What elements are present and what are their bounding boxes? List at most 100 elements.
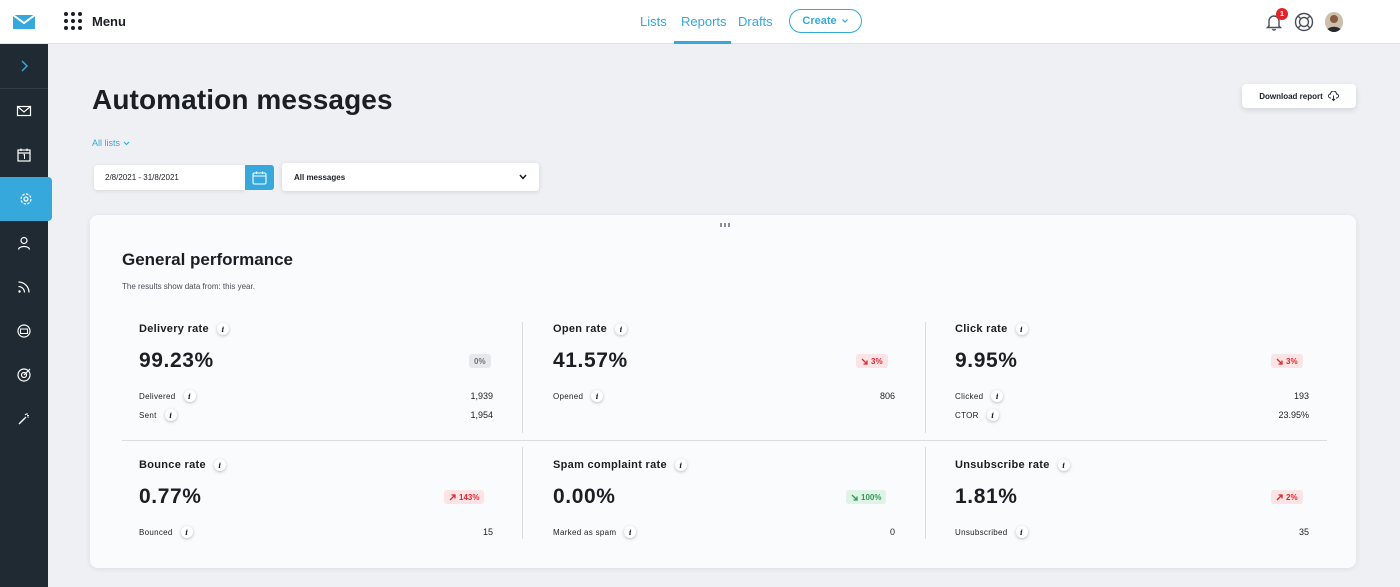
metric-row-label: Bounced: [139, 527, 173, 537]
metric-title-text: Click rate: [955, 323, 1008, 335]
chevron-down-icon: [841, 19, 848, 23]
metric-title-text: Spam complaint rate: [553, 459, 667, 471]
sidebar: [0, 0, 52, 587]
create-button[interactable]: Create: [789, 9, 862, 33]
metric-change-badge: 143%: [444, 490, 485, 504]
metric-title: Spam complaint rate i: [553, 459, 687, 471]
sidebar-item-automation[interactable]: [0, 177, 52, 221]
info-icon[interactable]: i: [1057, 459, 1070, 471]
info-icon[interactable]: i: [615, 323, 628, 335]
date-range-input[interactable]: 2/8/2021 - 31/8/2021: [94, 165, 245, 190]
tab-drafts[interactable]: Drafts: [738, 14, 773, 29]
metric-change-value: 143%: [459, 492, 480, 502]
metric-value: 99.23%: [139, 349, 214, 372]
info-icon[interactable]: i: [180, 526, 193, 538]
metric-row: Unsubscribed i: [955, 526, 1028, 538]
info-icon[interactable]: i: [216, 323, 229, 335]
info-icon[interactable]: i: [674, 459, 687, 471]
menu-button[interactable]: Menu: [64, 12, 126, 30]
column-divider: [925, 447, 926, 539]
gear-icon: [20, 193, 32, 205]
metric-row-label: Opened: [553, 391, 584, 401]
tab-lists[interactable]: Lists: [640, 14, 667, 29]
metric-row-value: 1,954: [470, 410, 493, 420]
info-icon[interactable]: i: [164, 409, 177, 421]
card-subtitle: The results show data from: this year.: [122, 282, 255, 291]
sidebar-item-conversion[interactable]: [0, 353, 48, 397]
chevron-down-icon: [123, 141, 130, 145]
messages-filter-select[interactable]: All messages: [282, 163, 539, 191]
calendar-icon: [252, 171, 267, 185]
info-icon[interactable]: i: [1015, 323, 1028, 335]
metric-row: Delivered i: [139, 390, 196, 402]
metric-row-value: 15: [482, 527, 493, 537]
metric-change-value: 3%: [871, 356, 883, 366]
metric-change-value: 2%: [1286, 492, 1298, 502]
info-icon[interactable]: i: [1015, 526, 1028, 538]
metric-change-value: 100%: [861, 492, 882, 502]
info-icon[interactable]: i: [624, 526, 637, 538]
metric-value: 9.95%: [955, 349, 1018, 372]
sidebar-item-email[interactable]: [0, 89, 48, 133]
messages-filter-label: All messages: [294, 172, 346, 182]
sidebar-item-tools[interactable]: [0, 397, 48, 441]
column-divider: [925, 322, 926, 433]
metric-title-text: Bounce rate: [139, 459, 206, 471]
metric-title: Delivery rate i: [139, 323, 229, 335]
general-performance-card: General performance The results show dat…: [90, 215, 1356, 568]
metric-row-value: 1,939: [470, 391, 493, 401]
metric-row-label: Delivered: [139, 391, 176, 401]
metric-row-value: 35: [1298, 527, 1309, 537]
envelope-logo-icon: [12, 13, 36, 29]
card-title: General performance: [122, 250, 294, 269]
metric-value: 1.81%: [955, 485, 1018, 508]
info-icon[interactable]: i: [991, 390, 1004, 402]
download-report-button[interactable]: Download report: [1242, 84, 1356, 108]
chevron-right-icon: [21, 60, 29, 72]
info-icon[interactable]: i: [986, 409, 999, 421]
metric-change-badge: 0%: [469, 354, 491, 368]
metric-row-label: CTOR: [955, 410, 979, 420]
metric-row: Clicked i: [955, 390, 1004, 402]
metric-row: CTOR i: [955, 409, 999, 421]
metric-row-label: Clicked: [955, 391, 984, 401]
tab-reports[interactable]: Reports: [681, 14, 727, 29]
metric-change-badge: 3%: [856, 354, 888, 368]
sidebar-item-contacts[interactable]: [0, 221, 48, 265]
date-picker-button[interactable]: [245, 165, 274, 190]
avatar[interactable]: [1325, 12, 1343, 32]
magic-wand-icon: [18, 413, 29, 425]
metric-title: Open rate i: [553, 323, 628, 335]
download-report-label: Download report: [1259, 91, 1323, 101]
info-icon[interactable]: i: [591, 390, 604, 402]
sidebar-item-rss[interactable]: [0, 265, 48, 309]
notification-badge: 1: [1276, 8, 1288, 20]
metric-row: Bounced i: [139, 526, 193, 538]
drag-handle-icon[interactable]: [720, 223, 730, 227]
expand-sidebar-button[interactable]: [0, 44, 48, 88]
user-icon: [17, 236, 31, 250]
metric-title-text: Unsubscribe rate: [955, 459, 1050, 471]
page-title: Automation messages: [92, 84, 393, 115]
metric-title-text: Open rate: [553, 323, 608, 335]
metric-title-text: Delivery rate: [139, 323, 209, 335]
help-icon[interactable]: [1294, 12, 1314, 32]
metric-title: Click rate i: [955, 323, 1028, 335]
arrow-down-right-icon: [851, 494, 858, 501]
metric-change-badge: 2%: [1271, 490, 1303, 504]
webinar-icon: [17, 324, 31, 338]
metric-change-value: 3%: [1286, 356, 1298, 366]
column-divider: [522, 447, 523, 539]
metric-change-value: 0%: [474, 356, 486, 366]
lists-filter-dropdown[interactable]: All lists: [92, 138, 130, 148]
grid-menu-icon: [64, 12, 82, 30]
metric-row-value: 806: [879, 391, 895, 401]
metric-row-value: 193: [1293, 391, 1309, 401]
sidebar-item-webinars[interactable]: [0, 309, 48, 353]
info-icon[interactable]: i: [213, 459, 226, 471]
row-divider: [122, 440, 1327, 441]
sidebar-item-calendar[interactable]: [0, 133, 48, 177]
column-divider: [522, 322, 523, 433]
logo[interactable]: [0, 0, 48, 44]
info-icon[interactable]: i: [183, 390, 196, 402]
